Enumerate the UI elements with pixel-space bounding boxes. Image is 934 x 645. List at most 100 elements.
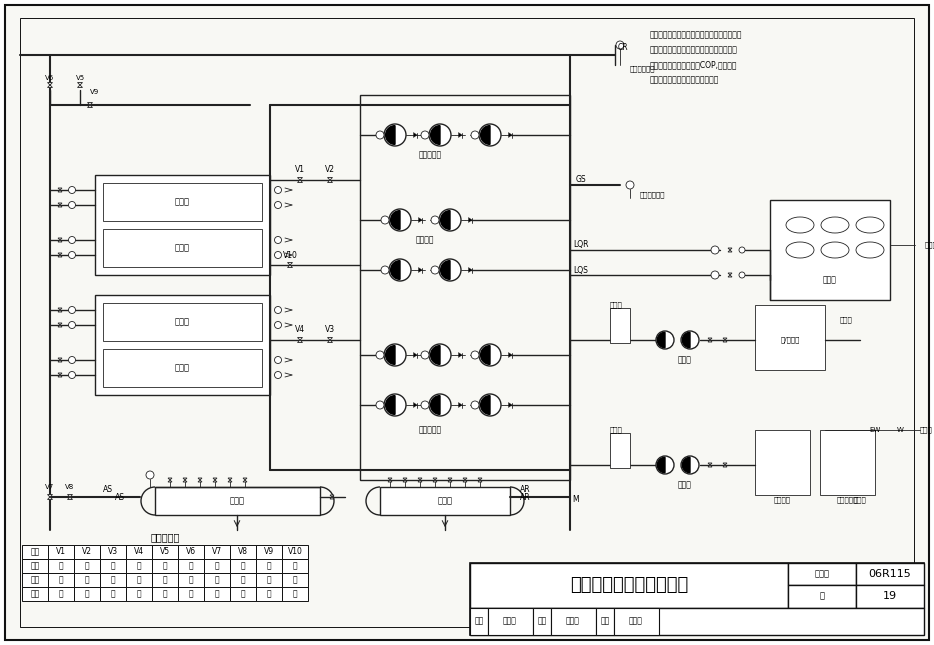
Bar bbox=[103, 303, 262, 341]
Circle shape bbox=[471, 351, 479, 359]
Bar bbox=[126, 573, 152, 587]
Circle shape bbox=[389, 259, 411, 281]
Bar bbox=[204, 559, 230, 573]
Polygon shape bbox=[67, 497, 73, 499]
Circle shape bbox=[431, 266, 439, 274]
Text: 06R115: 06R115 bbox=[869, 569, 912, 579]
Circle shape bbox=[275, 252, 281, 259]
Polygon shape bbox=[459, 402, 462, 408]
Text: 关: 关 bbox=[292, 590, 297, 599]
Text: 开: 开 bbox=[215, 562, 219, 570]
Polygon shape bbox=[723, 463, 727, 465]
Bar bbox=[155, 487, 320, 515]
Polygon shape bbox=[213, 480, 217, 482]
Text: 冷凝器: 冷凝器 bbox=[175, 317, 190, 326]
Bar bbox=[204, 573, 230, 587]
Text: AS: AS bbox=[103, 486, 113, 495]
Polygon shape bbox=[58, 253, 62, 255]
Text: V5: V5 bbox=[160, 548, 170, 557]
Polygon shape bbox=[708, 340, 712, 342]
Text: 齐月松: 齐月松 bbox=[566, 617, 580, 626]
Bar bbox=[48, 545, 74, 559]
Polygon shape bbox=[328, 180, 333, 183]
Bar bbox=[22, 559, 48, 573]
Text: 关: 关 bbox=[136, 562, 141, 570]
Circle shape bbox=[275, 237, 281, 244]
Polygon shape bbox=[390, 261, 400, 279]
Bar bbox=[488, 608, 533, 635]
Bar bbox=[74, 587, 100, 601]
Circle shape bbox=[68, 357, 76, 364]
Polygon shape bbox=[481, 395, 490, 414]
Bar bbox=[204, 587, 230, 601]
Bar bbox=[470, 608, 488, 635]
Bar bbox=[178, 573, 204, 587]
Bar bbox=[126, 559, 152, 573]
Circle shape bbox=[681, 331, 699, 349]
Text: 定压罐: 定压罐 bbox=[610, 302, 623, 308]
Bar bbox=[74, 545, 100, 559]
Circle shape bbox=[384, 124, 406, 146]
Bar bbox=[610, 433, 630, 468]
Polygon shape bbox=[658, 457, 665, 473]
Circle shape bbox=[431, 216, 439, 224]
Bar bbox=[152, 587, 178, 601]
Polygon shape bbox=[658, 332, 665, 348]
Circle shape bbox=[421, 131, 429, 139]
Text: 开: 开 bbox=[267, 575, 271, 584]
Polygon shape bbox=[469, 217, 472, 223]
Polygon shape bbox=[414, 353, 417, 357]
Circle shape bbox=[471, 401, 479, 409]
Polygon shape bbox=[328, 177, 333, 180]
Bar bbox=[596, 608, 614, 635]
Polygon shape bbox=[469, 268, 472, 272]
Bar bbox=[256, 587, 282, 601]
Polygon shape bbox=[388, 478, 392, 480]
Circle shape bbox=[439, 209, 461, 231]
Polygon shape bbox=[683, 332, 690, 348]
Polygon shape bbox=[418, 268, 422, 272]
Text: V8: V8 bbox=[238, 548, 248, 557]
Bar bbox=[152, 559, 178, 573]
Polygon shape bbox=[414, 132, 417, 137]
Polygon shape bbox=[328, 337, 333, 340]
Text: 白天提高热泵机组出力和COP,同时冷却: 白天提高热泵机组出力和COP,同时冷却 bbox=[650, 60, 738, 69]
Text: 开: 开 bbox=[189, 575, 193, 584]
Circle shape bbox=[711, 246, 719, 254]
Text: 圖埋管换热器: 圖埋管换热器 bbox=[640, 192, 666, 198]
Text: 岳玉亮: 岳玉亮 bbox=[630, 617, 643, 626]
Polygon shape bbox=[441, 211, 450, 230]
Polygon shape bbox=[418, 480, 422, 482]
Polygon shape bbox=[58, 238, 62, 240]
Bar bbox=[100, 559, 126, 573]
Polygon shape bbox=[58, 240, 62, 242]
Polygon shape bbox=[198, 480, 202, 482]
Polygon shape bbox=[448, 480, 452, 482]
Circle shape bbox=[376, 131, 384, 139]
Polygon shape bbox=[58, 373, 62, 375]
Text: W: W bbox=[897, 427, 903, 433]
Circle shape bbox=[275, 321, 281, 328]
Text: 至排水: 至排水 bbox=[840, 317, 853, 323]
Circle shape bbox=[681, 456, 699, 474]
Polygon shape bbox=[481, 126, 490, 144]
Polygon shape bbox=[58, 323, 62, 325]
Polygon shape bbox=[723, 465, 727, 467]
Bar bbox=[100, 587, 126, 601]
Polygon shape bbox=[88, 105, 92, 108]
Circle shape bbox=[429, 394, 451, 416]
Text: 开: 开 bbox=[136, 590, 141, 599]
Text: 关: 关 bbox=[85, 562, 90, 570]
Text: 关: 关 bbox=[111, 590, 115, 599]
Polygon shape bbox=[58, 205, 62, 207]
Text: 关: 关 bbox=[267, 590, 271, 599]
Bar bbox=[230, 573, 256, 587]
Circle shape bbox=[711, 271, 719, 279]
Polygon shape bbox=[441, 261, 450, 279]
Text: CR: CR bbox=[618, 43, 629, 52]
Bar bbox=[380, 487, 510, 515]
Circle shape bbox=[68, 372, 76, 379]
Text: 自来水: 自来水 bbox=[925, 242, 934, 248]
Text: 开: 开 bbox=[189, 590, 193, 599]
Text: 开: 开 bbox=[85, 590, 90, 599]
